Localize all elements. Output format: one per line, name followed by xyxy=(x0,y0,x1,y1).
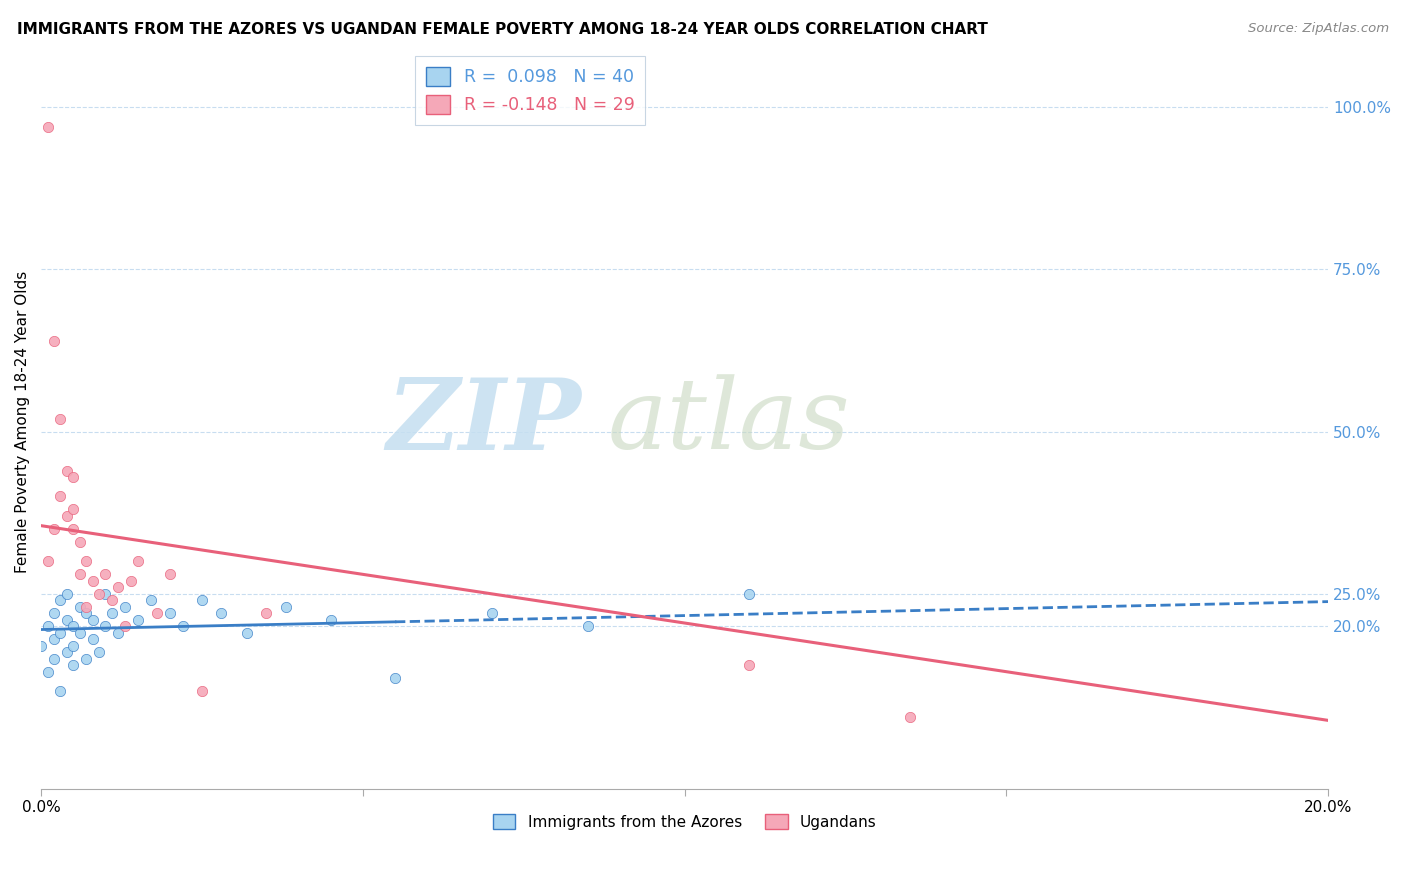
Point xyxy=(159,607,181,621)
Point xyxy=(75,607,97,621)
Text: IMMIGRANTS FROM THE AZORES VS UGANDAN FEMALE POVERTY AMONG 18-24 YEAR OLDS CORRE: IMMIGRANTS FROM THE AZORES VS UGANDAN FE… xyxy=(17,22,988,37)
Y-axis label: Female Poverty Among 18-24 Year Olds: Female Poverty Among 18-24 Year Olds xyxy=(15,270,30,573)
Point xyxy=(56,645,79,659)
Point xyxy=(82,574,104,588)
Point xyxy=(107,625,129,640)
Point xyxy=(114,599,136,614)
Point xyxy=(384,671,406,685)
Point xyxy=(94,619,117,633)
Text: ZIP: ZIP xyxy=(387,374,582,470)
Point xyxy=(159,567,181,582)
Point xyxy=(481,607,503,621)
Point xyxy=(62,502,84,516)
Point xyxy=(236,625,259,640)
Point xyxy=(75,554,97,568)
Point xyxy=(56,613,79,627)
Point xyxy=(42,334,65,348)
Point xyxy=(62,658,84,673)
Point xyxy=(69,567,91,582)
Legend: Immigrants from the Azores, Ugandans: Immigrants from the Azores, Ugandans xyxy=(486,807,883,836)
Point xyxy=(139,593,162,607)
Point xyxy=(172,619,194,633)
Point xyxy=(69,625,91,640)
Point xyxy=(274,599,297,614)
Point xyxy=(62,619,84,633)
Point xyxy=(62,639,84,653)
Point xyxy=(37,554,59,568)
Point xyxy=(42,651,65,665)
Point xyxy=(898,710,921,724)
Point xyxy=(319,613,342,627)
Text: Source: ZipAtlas.com: Source: ZipAtlas.com xyxy=(1249,22,1389,36)
Point xyxy=(62,522,84,536)
Point xyxy=(146,607,169,621)
Point xyxy=(191,593,214,607)
Point xyxy=(42,522,65,536)
Point xyxy=(94,567,117,582)
Point xyxy=(30,639,52,653)
Point xyxy=(120,574,142,588)
Point xyxy=(738,658,761,673)
Point xyxy=(82,632,104,647)
Point xyxy=(49,625,72,640)
Point xyxy=(114,619,136,633)
Point xyxy=(191,684,214,698)
Point xyxy=(107,580,129,594)
Point xyxy=(49,411,72,425)
Point xyxy=(101,593,124,607)
Point xyxy=(75,651,97,665)
Point xyxy=(37,619,59,633)
Point xyxy=(37,665,59,679)
Point xyxy=(56,587,79,601)
Point xyxy=(49,593,72,607)
Point xyxy=(127,554,149,568)
Point xyxy=(738,587,761,601)
Point xyxy=(87,645,110,659)
Point xyxy=(254,607,277,621)
Point xyxy=(101,607,124,621)
Point xyxy=(69,535,91,549)
Point xyxy=(576,619,599,633)
Point xyxy=(56,463,79,477)
Point xyxy=(42,607,65,621)
Text: atlas: atlas xyxy=(607,374,851,469)
Point xyxy=(127,613,149,627)
Point xyxy=(69,599,91,614)
Point xyxy=(62,470,84,484)
Point xyxy=(82,613,104,627)
Point xyxy=(49,490,72,504)
Point xyxy=(75,599,97,614)
Point xyxy=(42,632,65,647)
Point xyxy=(94,587,117,601)
Point xyxy=(49,684,72,698)
Point xyxy=(209,607,232,621)
Point xyxy=(56,508,79,523)
Point xyxy=(37,120,59,134)
Point xyxy=(87,587,110,601)
